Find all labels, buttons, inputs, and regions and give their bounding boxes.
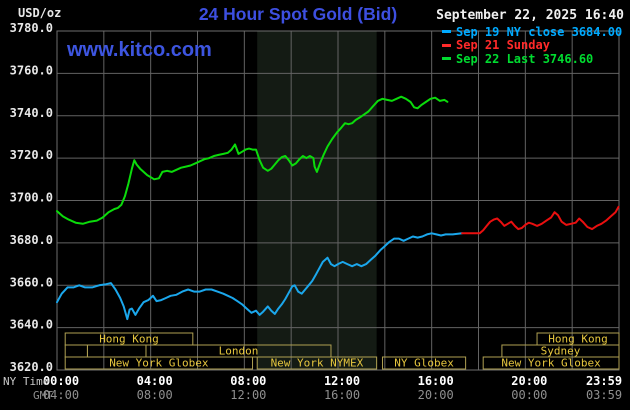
plot-border (56, 30, 620, 371)
chart-datetime: September 22, 2025 16:40 (436, 8, 624, 23)
session-label: Hong Kong (99, 333, 159, 346)
ny-time-tick-label: 00:00 (43, 374, 79, 388)
gmt-tick-label: 12:00 (230, 388, 266, 402)
y-tick-label: 3740.0 (10, 106, 53, 120)
gmt-tick-label: 03:59 (586, 388, 622, 402)
gmt-tick-label: 04:00 (43, 388, 79, 402)
session-label: New York Globex (109, 357, 209, 370)
session-label: New York NYMEX (271, 357, 364, 370)
session-box (381, 356, 467, 370)
y-tick-label: 3620.0 (10, 360, 53, 374)
ny-time-tick-label: 08:00 (230, 374, 266, 388)
gmt-axis-label: GMT (33, 389, 53, 402)
legend-label-sep22: Sep 22 Last 3746.60 (456, 51, 594, 66)
price-line-sep22 (56, 95, 449, 225)
session-label: Hong Kong (548, 333, 608, 346)
legend-label-sep19: Sep 19 NY close 3684.00 (456, 24, 623, 39)
session-box (86, 344, 147, 358)
y-tick-label: 3780.0 (10, 21, 53, 35)
legend-row-sep19: Sep 19 NY close 3684.00 (442, 25, 622, 39)
legend-row-sep22: Sep 22 Last 3746.60 (442, 52, 622, 66)
legend-label-sep21: Sep 21 Sunday (456, 38, 550, 53)
ny-time-tick-label: 16:00 (418, 374, 454, 388)
y-tick-label: 3660.0 (10, 275, 53, 289)
page-title: 24 Hour Spot Gold (Bid) (198, 4, 398, 24)
session-label: Sydney (541, 345, 581, 358)
kitco-watermark-link[interactable]: www.kitco.com (67, 39, 212, 61)
session-label: New York Globex (501, 357, 601, 370)
gmt-tick-label: 00:00 (511, 388, 547, 402)
y-tick-label: 3640.0 (10, 318, 53, 332)
ny-time-tick-label: 04:00 (137, 374, 173, 388)
session-box (64, 344, 88, 358)
legend: Sep 19 NY close 3684.00 Sep 21 Sunday Se… (442, 25, 622, 66)
gmt-tick-label: 08:00 (137, 388, 173, 402)
legend-row-sep21: Sep 21 Sunday (442, 38, 622, 53)
session-label: NY Globex (394, 357, 454, 370)
sep22-line-swatch-icon (442, 57, 451, 61)
session-box (64, 356, 254, 370)
y-tick-label: 3700.0 (10, 191, 53, 205)
ny-time-tick-label: 12:00 (324, 374, 360, 388)
y-tick-label: 3720.0 (10, 148, 53, 162)
sep21-line-swatch-icon (442, 43, 451, 47)
ny-time-tick-label: 23:59 (586, 374, 622, 388)
y-tick-label: 3680.0 (10, 233, 53, 247)
gmt-tick-label: 16:00 (324, 388, 360, 402)
session-box (256, 356, 378, 370)
ny-time-axis-label: NY Time (3, 375, 49, 388)
price-line-sep21 (461, 205, 620, 235)
y-tick-label: 3760.0 (10, 63, 53, 77)
session-label: London (219, 345, 259, 358)
gmt-tick-label: 20:00 (418, 388, 454, 402)
price-line-sep19 (56, 232, 464, 321)
ny-time-tick-label: 20:00 (511, 374, 547, 388)
y-axis-units-label: USD/oz (18, 6, 62, 20)
session-box (482, 356, 620, 370)
sep19-line-swatch-icon (442, 30, 451, 34)
